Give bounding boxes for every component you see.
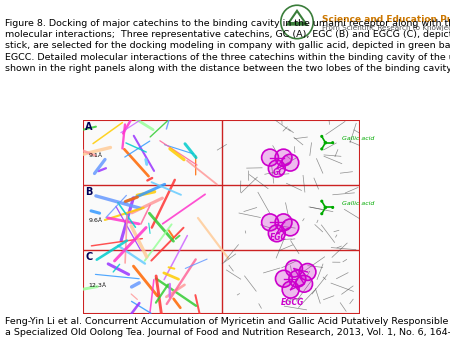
Circle shape (296, 275, 313, 292)
Circle shape (331, 206, 334, 209)
Circle shape (320, 135, 324, 138)
Text: EGC: EGC (270, 233, 287, 242)
Circle shape (275, 149, 292, 166)
Text: GC: GC (273, 168, 284, 177)
Circle shape (324, 141, 327, 144)
Circle shape (320, 147, 324, 150)
Text: Gallic acid: Gallic acid (342, 136, 374, 141)
Circle shape (282, 219, 299, 236)
Text: A: A (85, 122, 93, 132)
Circle shape (282, 154, 299, 171)
Text: B: B (85, 187, 93, 197)
Polygon shape (285, 9, 309, 26)
Text: 9.6Å: 9.6Å (88, 218, 103, 223)
Circle shape (275, 270, 292, 287)
Circle shape (320, 212, 324, 215)
Text: Feng-Yin Li et al. Concurrent Accumulation of Myricetin and Gallic Acid Putative: Feng-Yin Li et al. Concurrent Accumulati… (5, 317, 450, 326)
Circle shape (331, 141, 334, 144)
Text: Gallic acid: Gallic acid (342, 201, 374, 206)
Text: a Specialized Old Oolong Tea. Journal of Food and Nutrition Research, 2013, Vol.: a Specialized Old Oolong Tea. Journal of… (5, 328, 450, 337)
Text: C: C (85, 251, 93, 262)
Circle shape (320, 200, 324, 203)
Text: From Scientific Research to Knowledge: From Scientific Research to Knowledge (322, 25, 450, 31)
Text: EGCG: EGCG (281, 297, 304, 307)
Text: Science and Education Publishing: Science and Education Publishing (322, 15, 450, 24)
Circle shape (286, 260, 302, 277)
Text: Figure 8. Docking of major catechins to the binding cavity in the umami receptor: Figure 8. Docking of major catechins to … (5, 19, 450, 73)
Text: 12.3Å: 12.3Å (88, 283, 106, 288)
Polygon shape (291, 13, 303, 22)
Circle shape (261, 214, 279, 231)
Circle shape (275, 214, 292, 231)
Circle shape (261, 149, 279, 166)
Circle shape (268, 225, 285, 242)
Circle shape (299, 264, 316, 281)
Circle shape (282, 281, 299, 298)
Circle shape (324, 206, 327, 209)
Text: 9.1Å: 9.1Å (88, 153, 103, 158)
Circle shape (268, 160, 285, 177)
Circle shape (289, 270, 306, 287)
